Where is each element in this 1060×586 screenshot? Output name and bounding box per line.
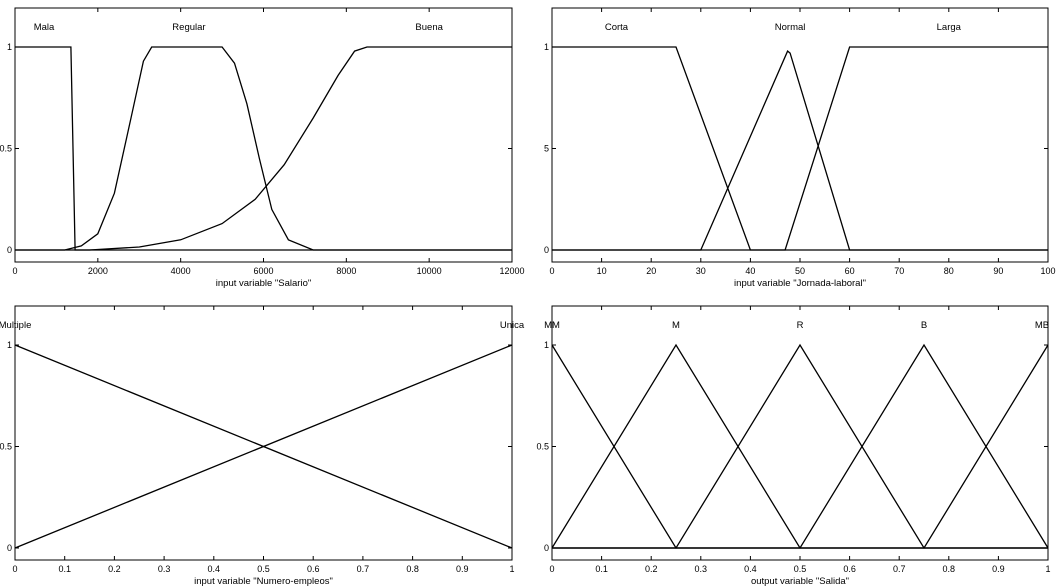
x-tick-label: 1 <box>1045 564 1050 574</box>
mf-label-r: R <box>797 320 804 331</box>
mf-curve-b <box>552 343 1049 549</box>
x-tick-label: 90 <box>993 266 1003 276</box>
mf-curve-m <box>551 343 1048 549</box>
y-tick-label: 1 <box>544 340 549 350</box>
mf-label-multiple: Multiple <box>0 320 31 331</box>
x-tick-label: 0.5 <box>257 564 270 574</box>
x-tick-label: 100 <box>1040 266 1055 276</box>
chart-panel-1: 0 2000 4000 6000 8000 10000 12000 0 0.5 1 input va… <box>0 7 525 289</box>
mf-label-normal: Normal <box>775 22 806 33</box>
mf-label-larga: Larga <box>937 22 962 33</box>
x-tick-label: 0.2 <box>645 564 658 574</box>
x-tick-label: 2000 <box>88 266 108 276</box>
x-tick-label: 10000 <box>417 266 442 276</box>
y-tick-label: 1 <box>7 42 12 52</box>
x-tick-label: 80 <box>944 266 954 276</box>
x-axis-label: input variable "Jornada-laboral" <box>734 278 866 289</box>
x-tick-label: 70 <box>894 266 904 276</box>
x-tick-label: 60 <box>845 266 855 276</box>
x-tick-label: 0.3 <box>695 564 708 574</box>
mf-label-buena: Buena <box>415 22 443 33</box>
y-tick-label: 5 <box>544 144 549 154</box>
chart-panel-3: 0 0.1 0.2 0.3 0.4 0.5 0.6 0.7 0.8 0.9 1 0 0.5 1 input … <box>0 305 525 586</box>
mf-label-mala: Mala <box>34 22 55 33</box>
x-tick-label: 0.8 <box>943 564 956 574</box>
chart-panel-2: 0 10 20 30 40 50 60 70 80 90 100 0 5 1 input variable … <box>544 7 1056 289</box>
x-tick-label: 30 <box>696 266 706 276</box>
x-tick-label: 0.2 <box>108 564 121 574</box>
y-tick-label: 0 <box>7 245 12 255</box>
x-tick-label: 8000 <box>336 266 356 276</box>
mf-curve-buena <box>15 46 512 251</box>
plot-frame <box>14 305 513 561</box>
y-tick-label: 0.5 <box>0 442 12 452</box>
x-axis-label: output variable "Salida" <box>751 576 849 586</box>
mf-label-corta: Corta <box>605 22 629 33</box>
x-tick-label: 10 <box>597 266 607 276</box>
x-tick-label: 0 <box>549 564 554 574</box>
x-tick-label: 0.3 <box>158 564 171 574</box>
mf-curve-mm <box>551 344 1048 549</box>
mf-curve-regular <box>15 46 512 251</box>
mf-curve-mala <box>15 46 512 251</box>
y-tick-label: 0 <box>544 245 549 255</box>
x-tick-label: 0.9 <box>992 564 1005 574</box>
x-tick-label: 0.6 <box>843 564 856 574</box>
mf-label-mm: MM <box>544 320 560 331</box>
y-tick-label: 0 <box>7 543 12 553</box>
x-tick-label: 0.6 <box>307 564 320 574</box>
mf-curve-corta <box>552 46 1048 251</box>
x-axis-label: input variable "Salario" <box>216 278 311 289</box>
x-tick-label: 0.7 <box>893 564 906 574</box>
mf-label-b: B <box>921 320 927 331</box>
mf-curve-r <box>552 343 1048 549</box>
x-tick-label: 20 <box>646 266 656 276</box>
x-tick-label: 12000 <box>499 266 524 276</box>
x-tick-label: 0.9 <box>456 564 469 574</box>
x-tick-label: 4000 <box>171 266 191 276</box>
x-tick-label: 0.1 <box>595 564 608 574</box>
mf-curve-mb <box>552 344 1049 549</box>
mf-label-mb: MB <box>1035 320 1049 331</box>
mf-label-regular: Regular <box>172 22 205 33</box>
mf-curve-unica <box>14 344 513 549</box>
x-tick-label: 6000 <box>253 266 273 276</box>
y-tick-label: 0.5 <box>0 144 12 154</box>
x-tick-label: 50 <box>795 266 805 276</box>
x-tick-label: 0 <box>549 266 554 276</box>
y-tick-label: 1 <box>544 42 549 52</box>
x-tick-label: 1 <box>509 564 514 574</box>
x-tick-label: 0.8 <box>406 564 419 574</box>
mf-label-m: M <box>672 320 680 331</box>
mf-curve-larga <box>552 46 1048 251</box>
y-tick-label: 1 <box>7 340 12 350</box>
x-tick-label: 0.7 <box>357 564 370 574</box>
x-tick-label: 0.5 <box>794 564 807 574</box>
x-tick-label: 0.4 <box>744 564 757 574</box>
chart-panel-4: 0 0.1 0.2 0.3 0.4 0.5 0.6 0.7 0.8 0.9 1 0 0.5 1 output… <box>536 305 1051 586</box>
mf-label-unica: Unica <box>500 320 525 331</box>
plot-frame <box>551 7 1049 263</box>
x-axis-label: input variable "Numero-empleos" <box>194 576 333 586</box>
mf-curve-normal <box>552 50 1048 251</box>
x-tick-label: 0.1 <box>58 564 71 574</box>
x-tick-label: 0 <box>12 266 17 276</box>
y-tick-label: 0.5 <box>536 442 549 452</box>
x-tick-label: 40 <box>745 266 755 276</box>
x-tick-label: 0 <box>12 564 17 574</box>
plot-frame <box>14 7 513 263</box>
y-tick-label: 0 <box>544 543 549 553</box>
x-tick-label: 0.4 <box>208 564 221 574</box>
